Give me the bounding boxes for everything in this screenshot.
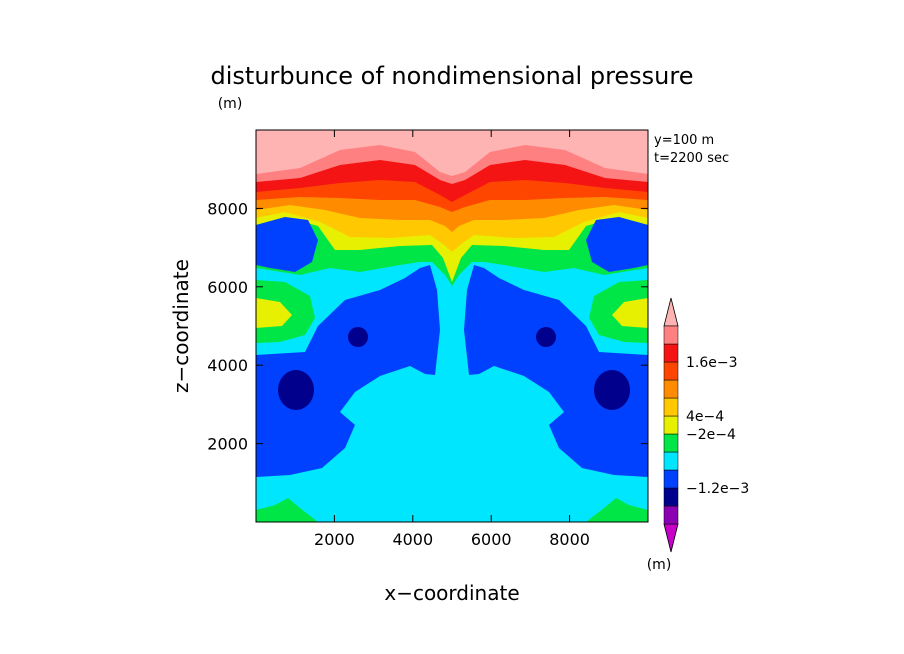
contour-navy-left-small <box>348 327 368 347</box>
y-axis: 2000 4000 6000 8000 <box>207 199 648 454</box>
annotation-t: t=2200 sec <box>654 151 729 166</box>
colorbar-label: 1.6e−3 <box>686 355 738 371</box>
contour-blue-upper-right <box>586 217 648 272</box>
x-tick-label: 4000 <box>392 530 433 549</box>
title-unit: (m) <box>218 96 243 112</box>
annotation-y: y=100 m <box>654 133 714 148</box>
y-axis-label: z−coordinate <box>169 259 193 393</box>
contour-navy-right-large <box>594 370 630 410</box>
contour-blue-lower-right <box>464 265 648 477</box>
colorbar-segment <box>663 469 679 489</box>
y-tick-label: 6000 <box>207 278 248 297</box>
contour-blue-lower-left <box>256 265 440 477</box>
y-tick-label: 2000 <box>207 435 248 454</box>
contour-green-bottom-right <box>586 498 648 522</box>
chart-title: disturbunce of nondimensional pressure <box>211 62 694 90</box>
contour-navy-right-small <box>536 327 556 347</box>
y-tick-label: 4000 <box>207 356 248 375</box>
colorbar-segment <box>663 433 679 453</box>
x-tick-label: 6000 <box>471 530 512 549</box>
x-axis-label: x−coordinate <box>384 581 519 605</box>
colorbar: −1.2e−3 −2e−4 4e−4 1.6e−3 <box>663 297 749 553</box>
x-tick-label: 2000 <box>314 530 355 549</box>
colorbar-segment <box>663 451 679 471</box>
colorbar-arrow-top <box>663 297 679 327</box>
x-axis: 2000 4000 6000 8000 <box>314 130 590 549</box>
colorbar-segment <box>663 379 679 399</box>
plot-frame <box>255 129 649 523</box>
colorbar-segment <box>663 325 679 345</box>
colorbar-segment <box>663 487 679 507</box>
colorbar-label: −2e−4 <box>686 427 736 443</box>
colorbar-segment <box>663 505 679 525</box>
colorbar-segment <box>663 343 679 363</box>
plot-area <box>256 130 648 522</box>
colorbar-unit: (m) <box>647 557 672 573</box>
colorbar-segment <box>663 415 679 435</box>
colorbar-segment <box>663 397 679 417</box>
x-tick-label: 8000 <box>549 530 590 549</box>
y-tick-label: 8000 <box>207 199 248 218</box>
colorbar-segment <box>663 361 679 381</box>
colorbar-label: 4e−4 <box>686 409 724 425</box>
contour-navy-left-large <box>278 370 314 410</box>
colorbar-label: −1.2e−3 <box>686 481 749 497</box>
contour-green-bottom-left <box>256 498 318 522</box>
contour-yellow-right <box>612 298 648 328</box>
contour-yellow-left <box>256 298 292 328</box>
colorbar-arrow-bottom <box>663 523 679 553</box>
contour-blue-upper-left <box>256 217 318 272</box>
